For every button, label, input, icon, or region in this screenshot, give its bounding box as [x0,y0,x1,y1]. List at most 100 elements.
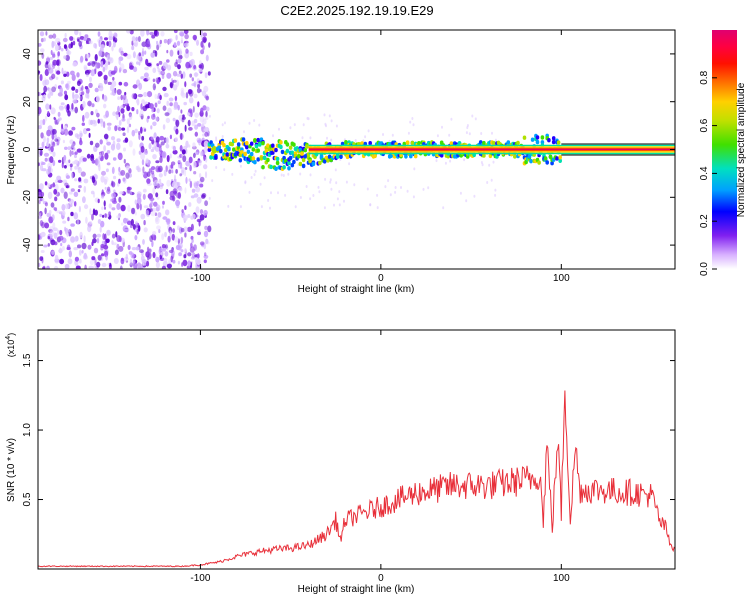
spectrogram-noise-cell [328,114,331,118]
spectrogram-band-cell [280,149,285,155]
spectrogram-noise-cell [391,133,394,137]
spectrogram-band-cell [279,140,283,145]
spectrogram-noise-cell [120,94,123,101]
spectrogram-noise-cell [145,41,151,47]
spectrogram-noise-cell [335,181,338,185]
spectrogram-noise-cell [227,204,230,208]
spectrogram-noise-cell [98,50,103,57]
spectrogram-noise-cell [250,176,253,179]
spectrogram-noise-cell [195,206,200,214]
spectrogram-noise-cell [100,60,104,68]
spectrogram-noise-cell [118,48,122,53]
spectrogram-noise-cell [354,139,357,142]
spectrogram-noise-cell [203,259,207,264]
spectrogram-noise-cell [480,132,483,135]
spectrogram-band-cell [298,161,303,167]
spectrogram-noise-cell [190,235,194,240]
spectrogram-noise-cell [193,72,199,77]
spectrogram-noise-cell [197,123,202,127]
spectrogram-noise-cell [459,191,462,195]
spectrogram-noise-cell [91,256,96,261]
spectrogram-band-cell [551,136,556,141]
spectrogram-noise-cell [134,199,137,205]
spectrogram-noise-cell [44,79,50,86]
spectrogram-noise-cell [146,30,150,36]
spectrogram-noise-cell [199,183,204,188]
spectrogram-noise-cell [83,185,87,193]
spectrogram-noise-cell [57,51,60,57]
spectrogram-noise-cell [106,122,112,126]
spectrogram-band-cell [404,154,408,159]
spectrogram-noise-cell [72,61,78,67]
spectrogram-noise-cell [309,136,312,140]
spectrogram-noise-cell [138,52,142,57]
snr-y-tick-label: 0.5 [22,492,33,506]
spectrogram-noise-cell [91,159,96,164]
spectrogram-noise-cell [168,39,172,44]
spectrogram-noise-cell [109,262,112,267]
spectrogram-noise-cell [132,84,138,89]
spectrogram-noise-cell [111,233,116,239]
spectrogram-noise-cell [57,111,61,117]
spectrogram-band-cell [274,166,278,171]
spectrogram-noise-cell [97,156,101,163]
spectrogram-noise-cell [155,136,160,144]
spectrogram-noise-cell [111,80,117,88]
spectrogram-noise-cell [95,95,100,103]
snr-y-tick-label: 1.5 [22,353,33,367]
spectrogram-noise-cell [193,152,196,159]
spectrogram-noise-cell [182,71,186,79]
spectrogram-noise-cell [413,167,416,171]
spectrogram-noise-cell [141,99,146,105]
spectrogram-noise-cell [177,159,182,163]
spectrogram-noise-cell [66,50,72,56]
spectrogram-noise-cell [82,114,85,123]
spectrogram-noise-cell [68,198,74,204]
spectrogram-noise-cell [159,135,165,141]
spectrogram-noise-cell [47,147,51,151]
spectrogram-noise-cell [130,218,134,226]
spectrogram-noise-cell [140,30,145,37]
spectrogram-noise-cell [72,147,76,151]
spectrogram-noise-cell [166,179,171,187]
spectrogram-noise-cell [140,76,145,80]
spectrogram-noise-cell [152,207,157,212]
spectrogram-noise-cell [94,174,99,180]
spectrogram-noise-cell [172,84,178,91]
spectrogram-noise-cell [156,196,160,200]
spectrogram-noise-cell [200,150,204,157]
spectrogram-noise-cell [94,54,98,62]
spectrogram-noise-cell [43,135,46,144]
spectrogram-noise-cell [122,132,126,136]
spectrogram-noise-cell [78,258,82,264]
spectrogram-noise-cell [197,160,203,164]
spectrogram-noise-cell [137,93,143,98]
spectrogram-noise-cell [494,193,497,197]
spectrogram-noise-cell [51,73,56,80]
spectrogram-noise-cell [85,93,89,99]
spectrogram-noise-cell [338,190,341,194]
spectrogram-noise-cell [330,187,333,191]
spectrogram-noise-cell [191,77,194,82]
spectrogram-noise-cell [118,58,121,65]
spectrogram-noise-cell [166,218,171,225]
spectrogram-noise-cell [193,193,199,198]
spectrogram-noise-cell [74,165,78,170]
spectrogram-noise-cell [121,127,126,131]
spectrogram-noise-cell [52,33,57,39]
spectrogram-noise-cell [70,236,76,243]
spectrogram-noise-cell [155,192,159,198]
spectrogram-y-tick-label: -20 [22,190,33,205]
spectrogram-noise-cell [107,61,111,65]
spectrogram-noise-cell [224,121,226,125]
spectrogram-noise-cell [67,110,71,117]
spectrogram-band-cell [259,156,264,161]
spectrogram-noise-cell [166,100,169,106]
spectrogram-noise-cell [335,124,338,128]
spectrogram-noise-cell [189,164,192,172]
spectrogram-noise-cell [42,265,46,269]
spectrogram-noise-cell [128,112,132,118]
spectrogram-noise-cell [184,205,187,210]
spectrogram-noise-cell [86,153,91,159]
spectrogram-noise-cell [45,31,48,36]
